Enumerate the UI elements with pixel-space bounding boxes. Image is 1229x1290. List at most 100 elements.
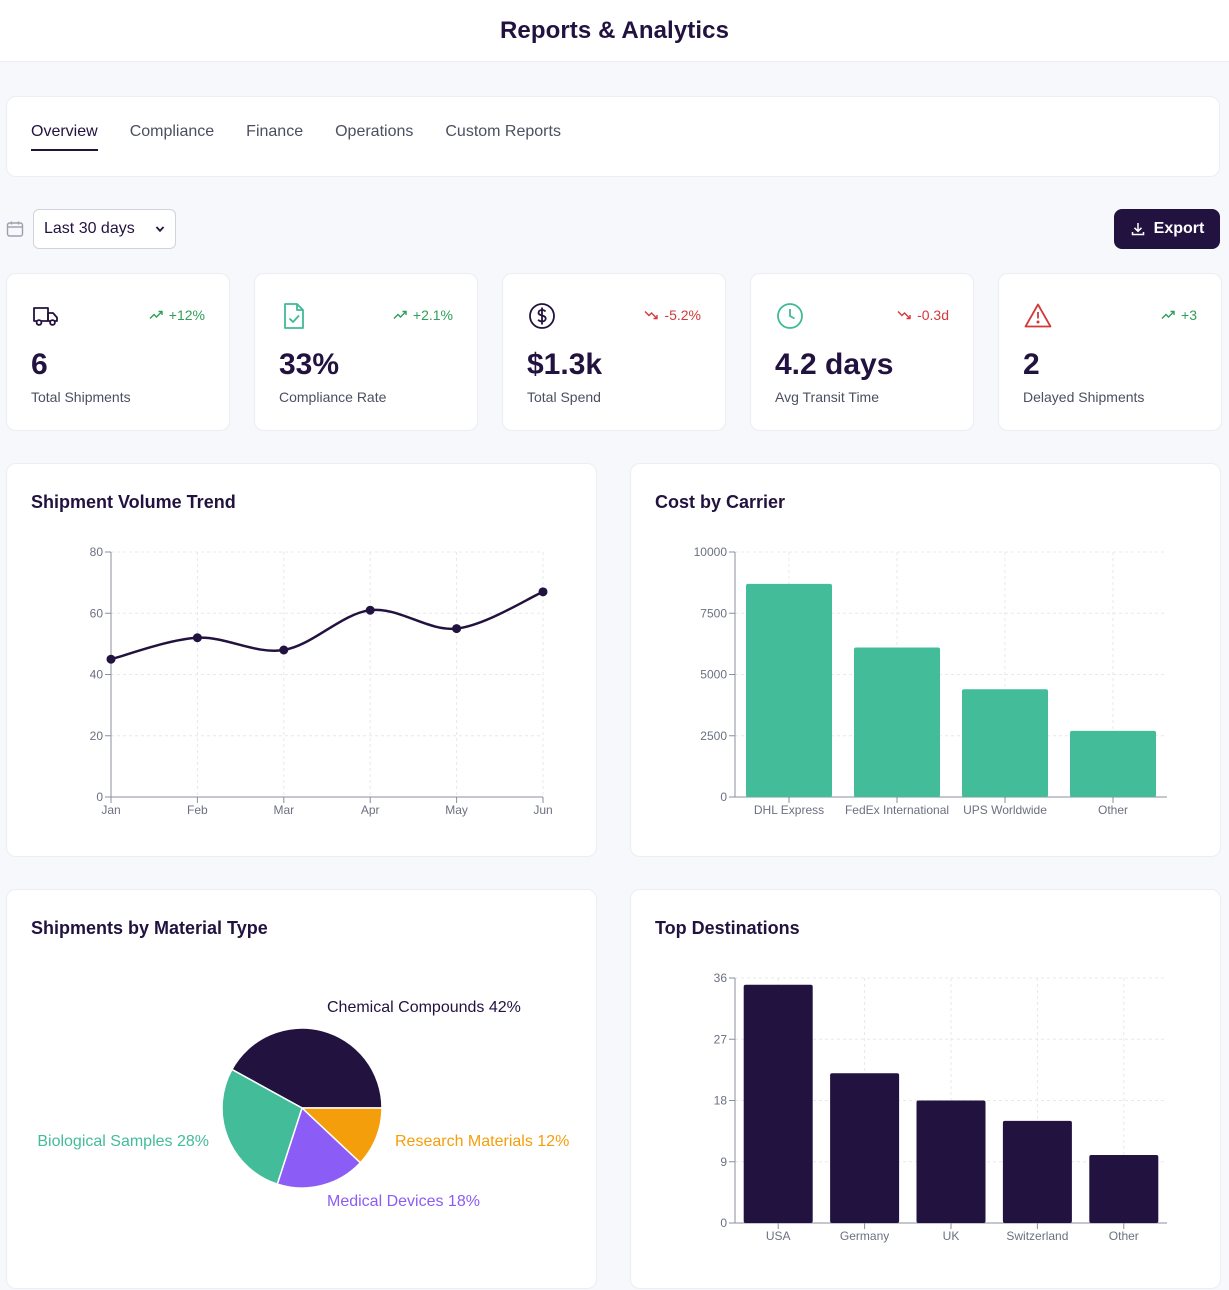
kpi-total-shipments: +12% 6 Total Shipments [6,273,230,431]
y-tick-label: 20 [90,729,104,743]
trend-down-icon [644,311,659,320]
y-tick-label: 40 [90,668,104,682]
series-line [110,590,544,661]
chart-title: Cost by Carrier [655,492,786,512]
x-tick-label: Germany [840,1229,889,1243]
export-label: Export [1153,220,1205,237]
dollar-icon [529,303,555,329]
data-point [106,654,116,664]
pie-slice [276,1106,362,1189]
file-check-icon [284,303,304,329]
y-tick-label: 60 [90,606,104,620]
data-point [365,605,375,615]
trend-up-icon [149,310,163,319]
tab-bar: Overview Compliance Finance Operations C… [6,96,1220,177]
slice-label: Chemical Compounds 42% [327,999,521,1016]
y-tick-label: 0 [96,790,103,804]
data-point [279,645,289,655]
kpi-compliance-rate: +2.1% 33% Compliance Rate [254,273,478,431]
pie-slice [230,1027,383,1109]
x-tick-label: Other [1109,1229,1139,1243]
kpi-label: Avg Transit Time [775,389,880,405]
kpi-value: 4.2 days [775,348,894,381]
filter-row: Last 30 days Export [6,209,1220,249]
kpi-value: 33% [279,348,340,381]
x-tick-label: Other [1098,803,1128,817]
bar [1070,730,1156,797]
y-tick-label: 36 [714,971,728,985]
kpi-label: Delayed Shipments [1023,389,1145,405]
download-icon [1131,223,1144,236]
y-tick-label: 2500 [700,729,727,743]
data-point [538,587,548,597]
x-tick-label: UK [943,1229,960,1243]
bar [1002,1120,1072,1223]
bar [854,647,940,797]
tab-custom-reports[interactable]: Custom Reports [445,123,561,140]
chart-title: Top Destinations [655,918,800,938]
kpi-value: 2 [1023,348,1040,381]
y-tick-label: 18 [714,1094,728,1108]
x-tick-label: Switzerland [1006,1229,1068,1243]
bar-chart: 0 2500 5000 7500 10000 DHL Express FedEx Inter… [694,545,1167,817]
trend-up-icon [393,310,407,319]
top-bar: Reports & Analytics [0,0,1229,62]
tab-overview[interactable]: Overview [31,123,98,151]
kpi-total-spend: -5.2% $1.3k Total Spend [502,273,726,431]
tab-compliance[interactable]: Compliance [129,123,215,140]
export-button[interactable]: Export [1114,209,1220,249]
y-tick-label: 10000 [694,545,728,559]
trend-badge: +3 [1161,307,1197,323]
trend-badge: -0.3d [897,307,949,323]
pie-slice [300,1107,383,1164]
x-tick-label: USA [766,1229,791,1243]
bar [746,583,832,797]
data-point [452,624,462,634]
card-top-destinations: Top Destinations 0 9 18 27 36 USA Germany UK Swi… [630,889,1221,1289]
x-tick-label: UPS Worldwide [963,803,1047,817]
trend-badge: +2.1% [393,307,453,323]
slice-label: Biological Samples 28% [37,1133,209,1150]
chart-title: Shipment Volume Trend [31,492,236,512]
x-tick-label: Apr [361,803,380,817]
clock-icon [777,303,803,329]
y-tick-label: 7500 [700,606,727,620]
kpi-delayed-shipments: +3 2 Delayed Shipments [998,273,1222,431]
trend-badge: +12% [149,307,205,323]
bar [830,1073,900,1223]
chart-title: Shipments by Material Type [31,918,268,938]
x-tick-label: Jan [101,803,120,817]
x-tick-label: DHL Express [754,803,824,817]
slice-label: Medical Devices 18% [327,1193,480,1210]
x-tick-label: Feb [187,803,208,817]
card-cost-by-carrier: Cost by Carrier 0 2500 5000 7500 10000 DHL Ex… [630,463,1221,857]
bar [1089,1154,1159,1223]
y-tick-label: 5000 [700,668,727,682]
kpi-label: Total Spend [527,389,601,405]
kpi-value: 6 [31,348,48,381]
kpi-label: Compliance Rate [279,389,387,405]
card-shipment-volume-trend: Shipment Volume Trend 0 20 40 60 80 Jan Feb Mar… [6,463,597,857]
line-chart: 0 20 40 60 80 Jan Feb Mar Apr May Jun [90,545,553,817]
x-tick-label: May [445,803,468,817]
kpi-value: $1.3k [527,348,603,381]
bar [916,1100,986,1223]
trend-down-icon [897,311,911,320]
chevron-down-icon [155,226,165,233]
pie-chart: Chemical Compounds 42% Research Materials… [37,999,569,1210]
date-range-value: Last 30 days [44,220,135,237]
date-range-select[interactable]: Last 30 days [33,209,176,249]
x-tick-label: Mar [273,803,294,817]
bar-chart: 0 9 18 27 36 USA Germany UK Switzerland Other [714,971,1167,1243]
pie-slice [221,1068,303,1186]
bar [743,984,813,1223]
kpi-avg-transit-time: -0.3d 4.2 days Avg Transit Time [750,273,974,431]
tab-operations[interactable]: Operations [335,123,414,140]
calendar-icon [6,221,24,237]
tab-finance[interactable]: Finance [246,123,304,140]
truck-icon [33,307,58,326]
page-title: Reports & Analytics [499,16,730,44]
y-tick-label: 80 [90,545,104,559]
card-material-type: Shipments by Material Type Chemical Comp… [6,889,597,1289]
bar [962,689,1048,797]
